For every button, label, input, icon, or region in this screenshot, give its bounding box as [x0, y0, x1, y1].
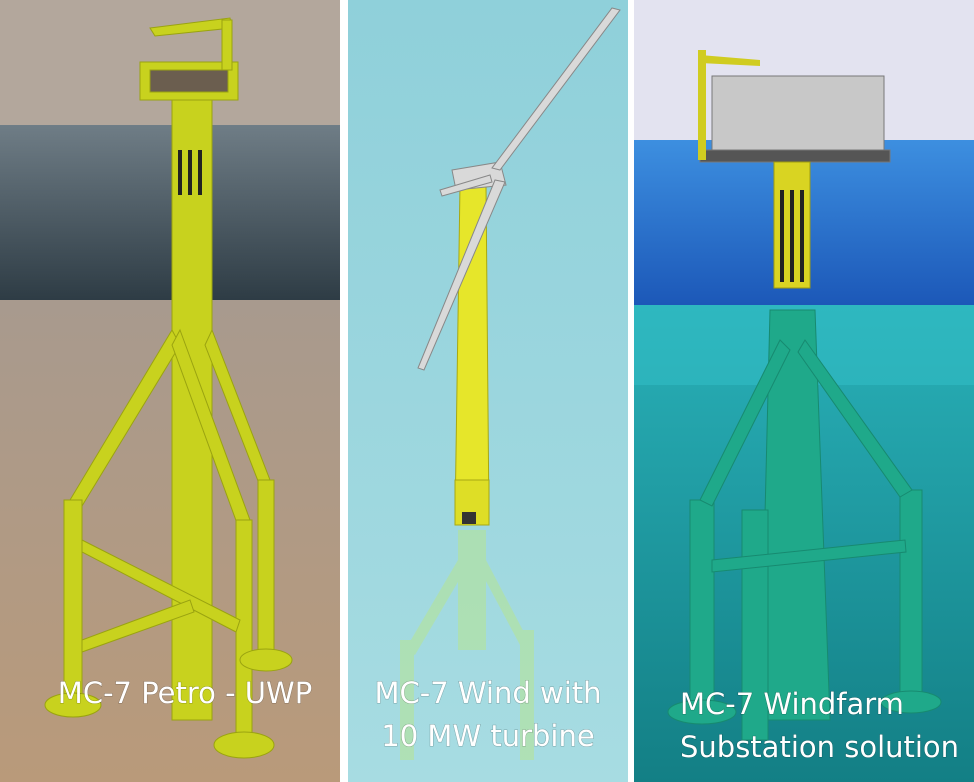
caption-line: MC-7 Wind with: [374, 676, 601, 710]
panel-petro: MC-7 Petro - UWP: [0, 0, 340, 782]
caption-line: 10 MW turbine: [381, 719, 594, 753]
caption-line: MC-7 Petro - UWP: [58, 676, 312, 710]
caption-line: MC-7 Windfarm: [680, 687, 904, 721]
panel-substation: MC-7 Windfarm Substation solution: [634, 0, 974, 782]
caption-line: Substation solution: [680, 730, 959, 764]
panel-wind: MC-7 Wind with 10 MW turbine: [348, 0, 628, 782]
